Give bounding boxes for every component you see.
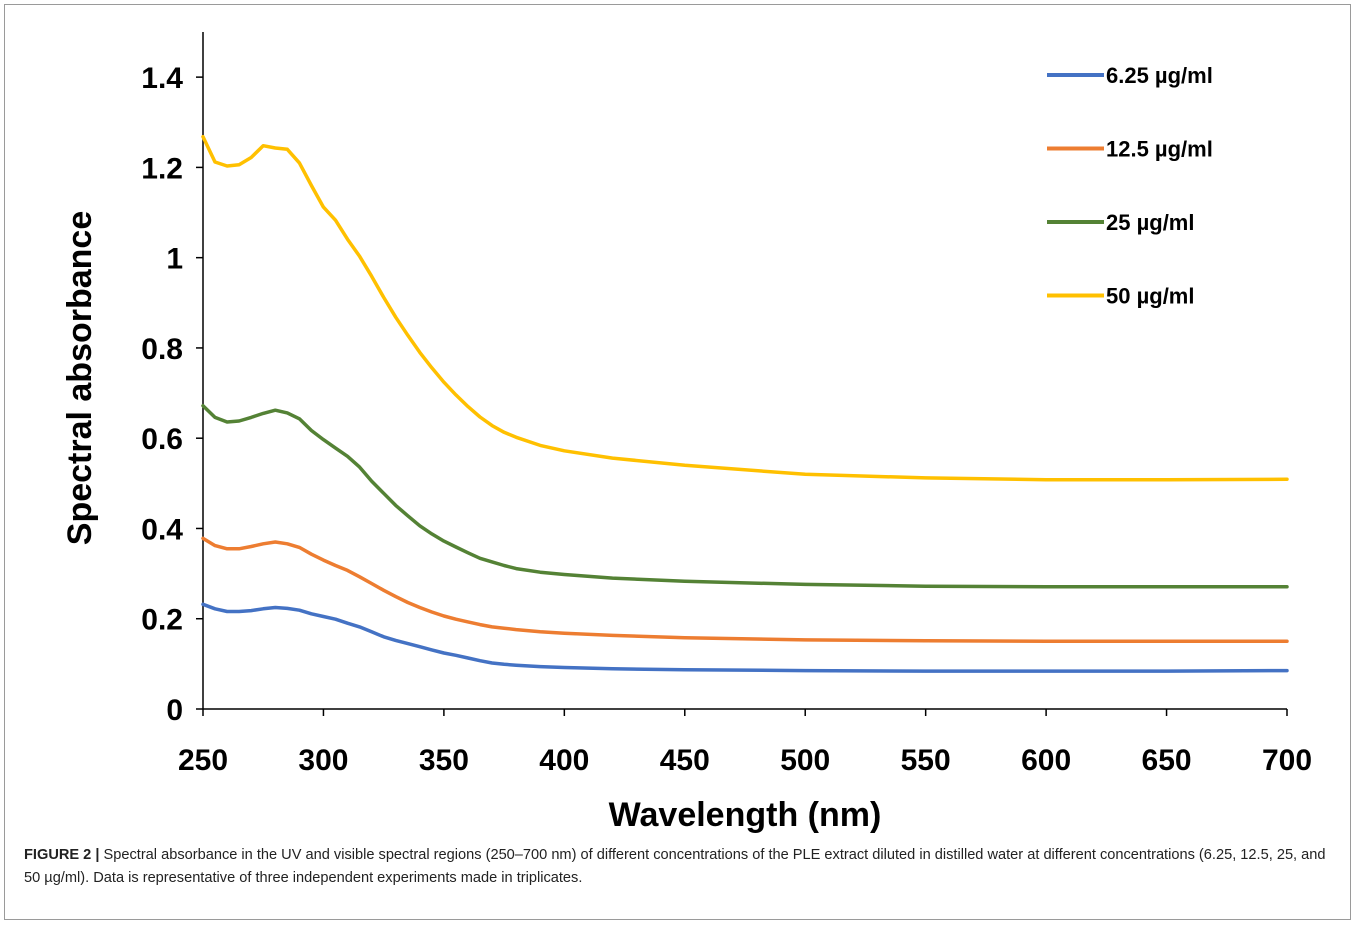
x-tick-label: 550 [901,744,951,777]
y-tick-label: 0.8 [141,333,183,366]
series-line [201,403,1289,589]
x-axis-title: Wavelength (nm) [609,796,882,834]
figure-caption: FIGURE 2 | Spectral absorbance in the UV… [24,844,1334,890]
caption-text: Spectral absorbance in the UV and visibl… [24,847,1326,886]
y-tick-label: 0 [166,694,183,727]
series-line [201,536,1289,644]
x-tick-label: 450 [660,744,710,777]
y-tick-label: 0.2 [141,604,183,637]
legend-label: 12.5 µg/ml [1106,137,1213,162]
y-axis-title: Spectral absorbance [61,211,99,545]
y-tick-label: 1 [166,243,183,276]
x-tick-label: 700 [1262,744,1312,777]
legend-label: 50 µg/ml [1106,284,1194,309]
series-line [201,134,1289,482]
x-tick-label: 350 [419,744,469,777]
y-tick-label: 0.6 [141,423,183,456]
y-tick-label: 1.4 [141,62,183,95]
x-tick-label: 300 [298,744,348,777]
figure-frame [4,4,1351,920]
legend-label: 6.25 µg/ml [1106,63,1213,88]
y-tick-label: 0.4 [141,513,183,546]
caption-label: FIGURE 2 | [24,847,100,863]
series-line [201,602,1289,673]
legend: 6.25 µg/ml 12.5 µg/ml 25 µg/ml 50 µg/ml [1047,63,1213,309]
x-tick-label: 250 [178,744,228,777]
legend-label: 25 µg/ml [1106,210,1194,235]
x-tick-label: 500 [780,744,830,777]
axes: 0 0.2 0.4 0.6 0.8 1 1.2 1.4 250 300 350 400 450 500 55… [141,32,1312,777]
x-tick-label: 650 [1142,744,1192,777]
x-tick-label: 400 [539,744,589,777]
series-lines [201,134,1289,673]
x-tick-label: 600 [1021,744,1071,777]
y-tick-label: 1.2 [141,152,183,185]
